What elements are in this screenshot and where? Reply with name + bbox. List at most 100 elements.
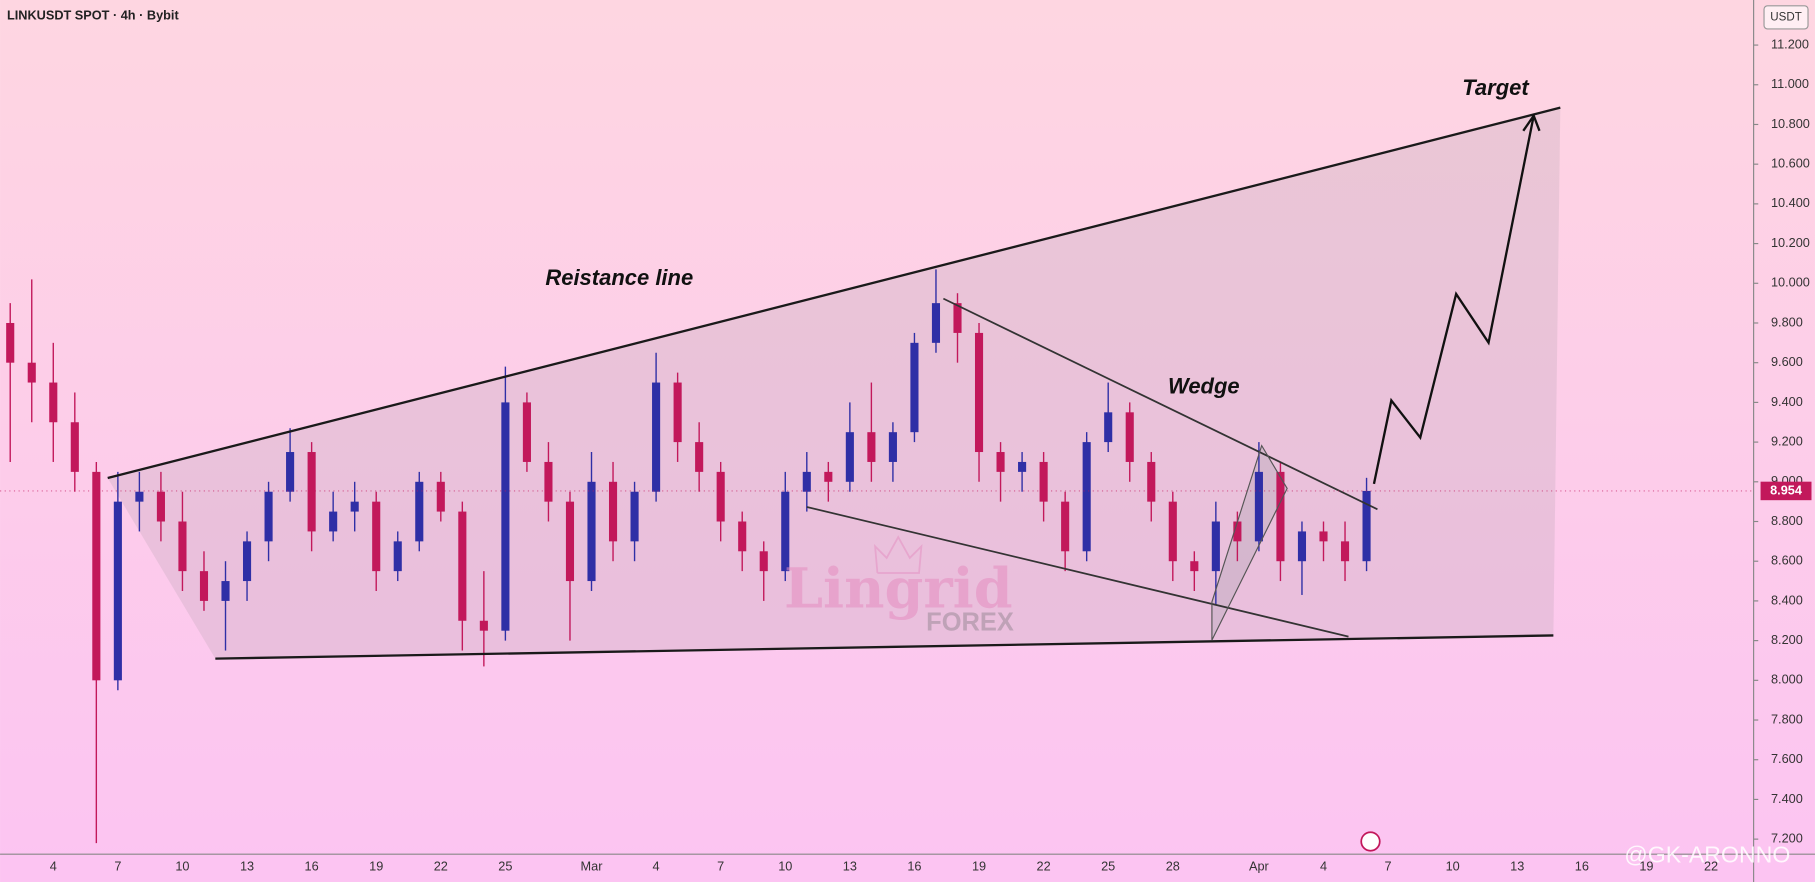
candle-body: [1297, 531, 1307, 562]
x-tick-label: 22: [434, 858, 448, 873]
lines: [107, 106, 1561, 660]
y-tick-label: 8.000: [1771, 672, 1803, 687]
candle-body: [587, 481, 596, 582]
candle-body: [393, 541, 402, 572]
candle-body: [350, 501, 359, 512]
candle-body: [716, 471, 725, 522]
candle-body: [1276, 471, 1285, 562]
candle-body: [1039, 461, 1048, 502]
x-tick-label: 25: [1101, 858, 1115, 873]
candle-body: [178, 521, 187, 572]
y-tick-label: 9.800: [1771, 314, 1803, 329]
wedge-lower: [806, 506, 1349, 638]
last-price-box: [1760, 481, 1812, 501]
credit: @GK-ARONNO: [1624, 842, 1790, 868]
candle-body: [1018, 461, 1027, 472]
x-tick-label: 10: [1446, 858, 1460, 873]
x-tick-label: 16: [305, 858, 319, 873]
y-tick-label: 8.200: [1771, 632, 1803, 647]
candle-body: [1082, 442, 1091, 552]
x-tick-label: 13: [1510, 858, 1524, 873]
x-tick-label: 4: [653, 858, 660, 873]
candle-body: [781, 491, 790, 572]
x-tick-label: 10: [778, 858, 792, 873]
candle-body: [931, 303, 941, 343]
last-price-label: 8.954: [1770, 482, 1802, 497]
chart-title: LINKUSDT SPOT · 4h · Bybit: [7, 8, 179, 23]
x-tick-label: 7: [114, 858, 121, 873]
candle-body: [1061, 501, 1070, 552]
y-tick-label: 11.200: [1771, 36, 1809, 51]
candle-body: [458, 511, 467, 621]
channel-fill: [107, 107, 1561, 659]
crown-logo: [874, 535, 923, 574]
candle-body: [738, 521, 747, 552]
x-tick-label: 16: [907, 858, 921, 873]
flag: [1211, 444, 1288, 641]
y-tick-label: 11.000: [1771, 76, 1809, 91]
annotation: Target: [1462, 75, 1530, 100]
x-tick-label: 4: [1320, 858, 1327, 873]
candle-body: [608, 481, 618, 542]
candle-body: [867, 432, 876, 462]
candle-body: [264, 491, 273, 542]
candle-body: [1190, 561, 1199, 572]
candle-body: [565, 501, 575, 582]
candle-body: [27, 362, 36, 383]
candle-body: [1254, 471, 1263, 542]
alert-icon[interactable]: [1360, 831, 1381, 852]
x-tick-label: 19: [972, 858, 986, 873]
annotation: Wedge: [1168, 374, 1240, 399]
candle-body: [329, 511, 338, 532]
candle-body: [307, 452, 316, 532]
candle-body: [759, 551, 768, 572]
candle-body: [1168, 501, 1177, 562]
candle-body: [888, 432, 897, 462]
candle-body: [522, 402, 531, 462]
resistance-line: [107, 106, 1561, 480]
candle-body: [135, 491, 144, 502]
y-tick-label: 7.200: [1771, 830, 1803, 845]
candle-body: [199, 571, 209, 601]
candle-body: [695, 442, 704, 472]
candle-body: [501, 402, 510, 631]
x-tick-label: 22: [1704, 858, 1718, 873]
wedge-upper: [943, 297, 1378, 511]
candle-body: [49, 382, 58, 423]
y-tick-label: 10.600: [1771, 156, 1810, 171]
y-tick-label: 9.200: [1771, 433, 1803, 448]
candle-body: [630, 491, 639, 542]
x-tick-label: 7: [1385, 858, 1392, 873]
y-tick-label: 9.600: [1771, 354, 1803, 369]
y-tick-label: 10.400: [1771, 195, 1810, 210]
x-tick-label: 22: [1037, 858, 1051, 873]
support-line: [215, 634, 1554, 660]
candle-body: [1147, 461, 1156, 502]
y-tick-label: 7.800: [1771, 711, 1803, 726]
candle-body: [70, 422, 79, 472]
candle-body: [802, 471, 811, 492]
projection-arrow: [1372, 115, 1535, 485]
candle-body: [996, 452, 1005, 472]
candle-body: [845, 432, 854, 482]
candle-body: [6, 322, 15, 363]
candle-body: [415, 481, 424, 542]
candle-body: [673, 382, 682, 443]
y-tick-label: 8.400: [1771, 592, 1803, 607]
candle-body: [910, 342, 919, 433]
candle-body: [479, 620, 488, 631]
x-tick-label: Apr: [1249, 858, 1270, 873]
x-tick-label: 13: [240, 858, 254, 873]
y-tick-label: 10.800: [1771, 116, 1810, 131]
y-tick-label: 7.400: [1771, 791, 1803, 806]
candle-body: [92, 471, 101, 681]
candle-body: [242, 541, 252, 582]
flag-fill: [1211, 445, 1288, 641]
y-tick-label: 8.800: [1771, 513, 1803, 528]
x-tick-label: 7: [717, 858, 724, 873]
candle-body: [156, 491, 165, 522]
x-tick-label: 4: [50, 858, 57, 873]
x-tick-label: Mar: [581, 858, 604, 873]
